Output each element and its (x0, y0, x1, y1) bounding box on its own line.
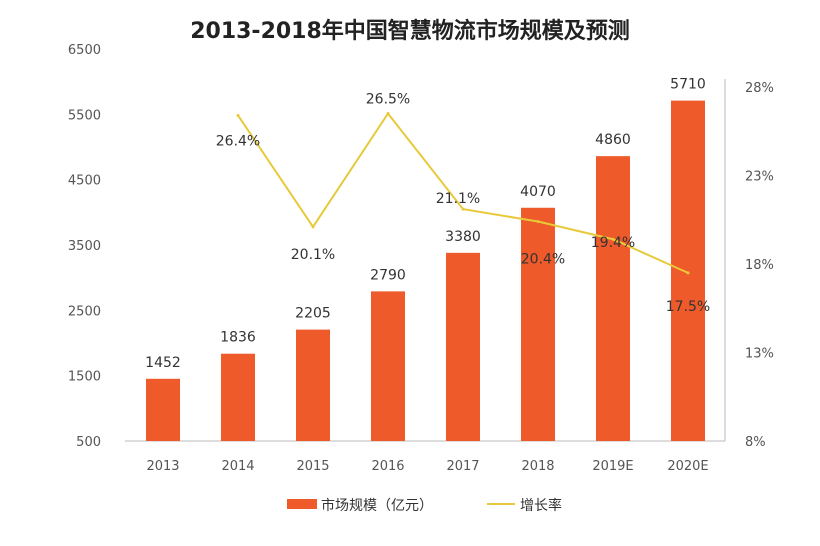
bar-data-label: 3380 (445, 229, 481, 245)
line-point (236, 113, 240, 117)
bar-data-label: 2205 (295, 306, 331, 322)
x-tick-label: 2017 (446, 459, 479, 474)
bar-data-label: 1452 (145, 355, 181, 371)
line-data-label: 17.5% (666, 299, 710, 315)
line-point (686, 271, 690, 275)
bar-data-label: 2790 (370, 267, 406, 283)
bar (371, 291, 405, 441)
bar (221, 353, 255, 441)
line-point (611, 237, 615, 241)
line-point (461, 207, 465, 211)
y-left-tick-label: 1500 (68, 370, 101, 385)
line-point (386, 112, 390, 116)
x-tick-label: 2019E (592, 459, 633, 474)
line-data-label: 20.1% (291, 247, 335, 263)
bar (671, 100, 705, 441)
x-tick-label: 2020E (667, 459, 708, 474)
x-tick-label: 2014 (221, 459, 254, 474)
legend-label-bar: 市场规模（亿元） (321, 497, 433, 514)
y-left-tick-label: 3500 (68, 239, 101, 254)
y-right-tick-label: 18% (745, 258, 774, 273)
bar (296, 329, 330, 441)
line-data-label: 19.4% (591, 235, 635, 251)
x-tick-label: 2015 (296, 459, 329, 474)
bar (146, 378, 180, 441)
legend: 市场规模（亿元） 增长率 (287, 497, 562, 514)
line-data-label: 26.5% (366, 92, 410, 108)
y-right-tick-label: 23% (745, 170, 774, 185)
bar (596, 156, 630, 441)
bar (446, 252, 480, 441)
line-data-label: 20.4% (521, 252, 565, 268)
legend-swatch-bar (287, 499, 317, 509)
x-tick-label: 2016 (371, 459, 404, 474)
bar-data-label: 1836 (220, 330, 256, 346)
y-right-tick-label: 13% (745, 347, 774, 362)
y-left-tick-label: 500 (76, 435, 101, 450)
y-left-tick-label: 5500 (68, 108, 101, 123)
x-tick-label: 2018 (521, 459, 554, 474)
line-data-label: 26.4% (216, 133, 260, 149)
x-tick-label: 2013 (146, 459, 179, 474)
y-right-tick-label: 8% (745, 435, 766, 450)
line-point (311, 225, 315, 229)
y-left-tick-label: 6500 (68, 43, 101, 58)
bar-data-label: 4070 (520, 184, 556, 200)
line-data-label: 21.1% (436, 191, 480, 207)
chart-title: 2013-2018年中国智慧物流市场规模及预测 (190, 18, 630, 44)
line-point (536, 220, 540, 224)
bar (521, 207, 555, 441)
bar-data-label: 4860 (595, 132, 631, 148)
legend-label-line: 增长率 (520, 497, 562, 514)
y-right-tick-label: 28% (745, 81, 774, 96)
y-left-tick-label: 2500 (68, 304, 101, 319)
y-left-tick-label: 4500 (68, 174, 101, 189)
bar-data-label: 5710 (670, 77, 706, 93)
